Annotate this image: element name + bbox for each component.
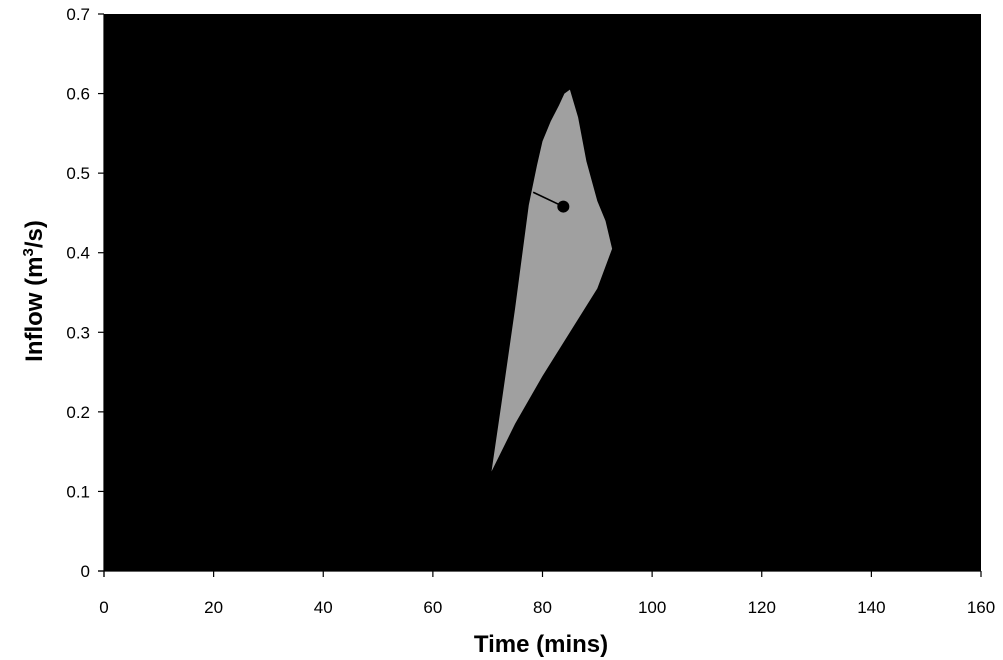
y-tick-label: 0.2 [66, 403, 90, 422]
x-tick-label: 100 [638, 598, 666, 617]
y-axis-ticks: 0 0.1 0.2 0.3 0.4 0.5 0.6 0.7 [66, 5, 104, 581]
x-tick-label: 20 [204, 598, 223, 617]
y-axis-title-superscript: 3 [20, 248, 37, 256]
y-tick-label: 0.6 [66, 85, 90, 104]
x-tick-label: 140 [857, 598, 885, 617]
y-tick-label: 0.3 [66, 323, 90, 342]
y-tick-label: 0.1 [66, 482, 90, 501]
hysteresis-loop [491, 89, 613, 472]
y-axis-title-suffix: /s) [21, 220, 48, 248]
x-tick-label: 120 [748, 598, 776, 617]
y-tick-label: 0 [81, 562, 90, 581]
x-tick-label: 40 [314, 598, 333, 617]
y-tick-label: 0.5 [66, 164, 90, 183]
x-axis-ticks: 0 20 40 60 80 100 120 140 160 [99, 571, 995, 617]
x-tick-label: 160 [967, 598, 995, 617]
x-tick-label: 60 [423, 598, 442, 617]
y-tick-label: 0.4 [66, 244, 90, 263]
y-tick-label: 0.7 [66, 5, 90, 24]
x-axis-title: Time (mins) [474, 631, 608, 658]
y-axis-title-base: Inflow (m [21, 257, 48, 362]
x-tick-label: 80 [533, 598, 552, 617]
x-tick-label: 0 [99, 598, 108, 617]
y-axis-title: Inflow (m3/s) [20, 220, 48, 362]
data-marker [557, 200, 570, 213]
